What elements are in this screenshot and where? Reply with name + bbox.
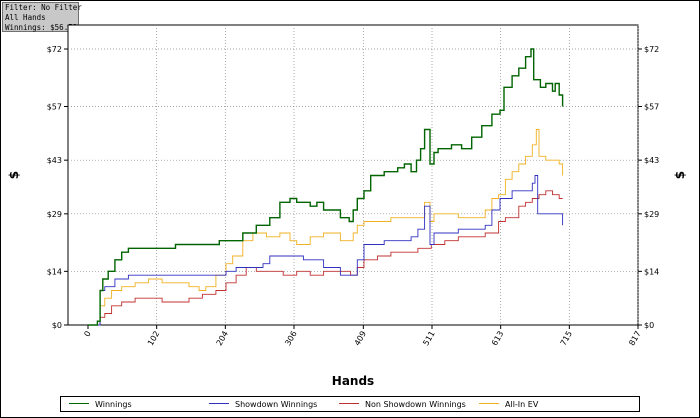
y-tick-label-right: $57 (644, 103, 659, 112)
legend-label-allin-ev: All-In EV (505, 400, 539, 409)
legend-item-winnings: Winnings (69, 399, 132, 411)
plot-area (67, 24, 639, 326)
legend-swatch-showdown (209, 403, 229, 404)
x-tick-label: 102 (146, 330, 161, 348)
y-axis-right: $0 $14 $29 $43 $57 $72 (638, 45, 659, 330)
y-tick-label-left: $72 (47, 45, 62, 54)
legend-label-showdown: Showdown Winnings (235, 400, 318, 409)
y-tick-label-right: $72 (644, 45, 659, 54)
x-tick-label: 306 (283, 330, 298, 348)
y-axis-label-right: $ (673, 171, 687, 179)
x-tick-label: 0 (82, 330, 92, 339)
filter-info-box: Filter: No Filter All Hands Winnings: $5… (2, 2, 82, 32)
series-line-showdown-winnings (88, 175, 564, 326)
hands-label: All Hands (5, 13, 46, 22)
y-tick-label-right: $0 (644, 321, 654, 330)
legend-item-showdown: Showdown Winnings (209, 399, 317, 411)
x-tick-label: 511 (421, 330, 436, 348)
series-line-winnings (88, 48, 564, 326)
y-tick-label-right: $14 (644, 267, 659, 276)
x-tick-label: 204 (215, 330, 230, 348)
y-tick-label-left: $57 (47, 103, 62, 112)
winnings-label: Winnings: $56.53 (5, 23, 78, 32)
y-tick-label-left: $14 (47, 267, 62, 276)
y-axis-label-left: $ (7, 171, 21, 179)
legend: Winnings Showdown Winnings Non Showdown … (60, 396, 640, 412)
x-tick-label: 409 (353, 330, 368, 348)
filter-label: Filter: No Filter (5, 3, 82, 12)
series-lines (88, 48, 564, 326)
legend-label-winnings: Winnings (95, 400, 132, 409)
series-line-non-showdown-winnings (88, 190, 563, 326)
legend-label-non-showdown: Non Showdown Winnings (365, 400, 466, 409)
x-tick-label: 715 (559, 330, 574, 348)
legend-swatch-non-showdown (339, 403, 359, 404)
x-tick-label: 817 (627, 330, 642, 348)
y-axis-left: $0 $14 $29 $43 $57 $72 (47, 45, 68, 330)
y-tick-label-right: $43 (644, 156, 659, 165)
x-axis-label: Hands (332, 374, 374, 388)
legend-swatch-winnings (69, 403, 89, 404)
y-tick-label-right: $29 (644, 210, 659, 219)
y-tick-label-left: $43 (47, 156, 62, 165)
legend-swatch-allin-ev (479, 403, 499, 404)
y-tick-label-left: $29 (47, 210, 62, 219)
y-tick-label-left: $0 (52, 321, 62, 330)
legend-item-allin-ev: All-In EV (479, 399, 538, 411)
legend-item-non-showdown: Non Showdown Winnings (339, 399, 466, 411)
series-line-all-in-ev (88, 129, 564, 326)
x-tick-label: 613 (490, 330, 505, 348)
x-axis: 0 102 204 306 409 511 613 715 817 (82, 325, 643, 348)
